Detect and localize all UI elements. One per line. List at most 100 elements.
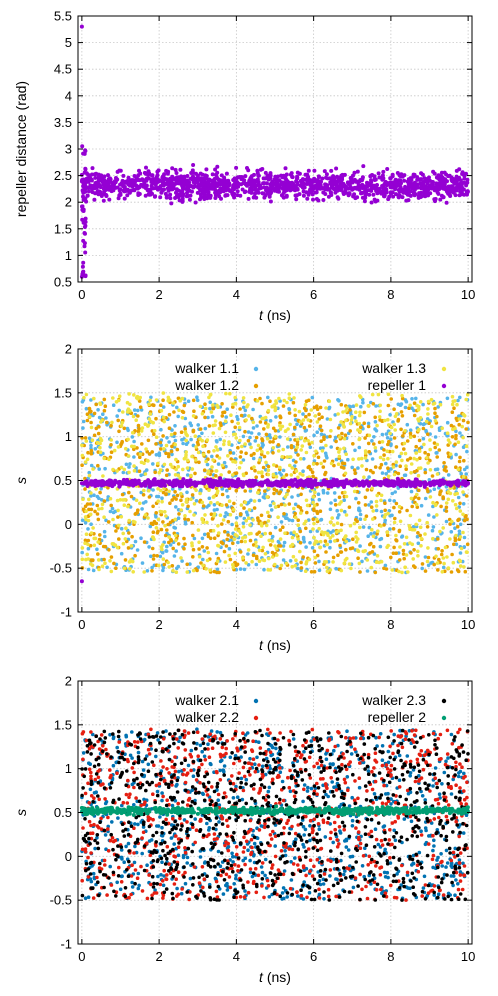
data-point	[126, 175, 131, 180]
legend-label: walker 1.1	[174, 360, 239, 376]
data-point	[453, 538, 458, 542]
data-point	[354, 535, 358, 539]
data-point	[442, 181, 446, 186]
data-point	[312, 569, 317, 574]
legend-label: walker 1.2	[174, 377, 239, 393]
data-point	[112, 561, 116, 566]
data-point	[123, 188, 127, 193]
data-point	[335, 508, 340, 513]
data-point	[238, 567, 243, 571]
data-point	[461, 502, 466, 506]
data-point	[301, 412, 305, 416]
data-point	[378, 466, 382, 470]
data-point	[405, 439, 410, 443]
data-point	[399, 402, 404, 406]
data-point	[107, 184, 112, 189]
data-point	[325, 183, 330, 188]
data-point	[133, 478, 137, 483]
data-point	[224, 415, 228, 419]
data-point	[106, 497, 110, 502]
data-point	[280, 424, 285, 429]
data-point	[82, 395, 86, 400]
data-point	[284, 561, 289, 566]
data-point	[226, 483, 231, 488]
data-point	[247, 508, 252, 512]
data-point	[463, 482, 468, 487]
data-point	[454, 429, 458, 434]
data-point	[328, 520, 333, 525]
data-point	[285, 492, 289, 497]
data-point	[250, 416, 254, 421]
data-point	[164, 451, 168, 456]
data-point	[208, 195, 213, 200]
data-point	[281, 447, 286, 452]
data-point	[210, 179, 215, 184]
data-point	[139, 182, 144, 187]
data-point	[231, 405, 235, 409]
data-point	[174, 505, 178, 509]
data-point	[271, 446, 276, 450]
data-point	[215, 439, 219, 444]
data-point	[239, 182, 244, 187]
data-point	[416, 554, 420, 558]
data-point	[89, 398, 93, 402]
data-point	[102, 529, 107, 534]
data-point	[197, 554, 202, 559]
data-point	[213, 419, 218, 423]
data-point	[153, 470, 157, 475]
data-point	[355, 169, 360, 174]
legend-marker	[253, 366, 259, 372]
data-point	[315, 517, 319, 522]
data-point	[194, 499, 199, 503]
data-marks	[79, 24, 470, 279]
data-point	[218, 481, 223, 486]
y-tick-label: 3.5	[54, 115, 72, 130]
data-point	[357, 457, 361, 461]
data-point	[122, 566, 127, 571]
data-point	[176, 542, 181, 546]
data-point	[80, 518, 85, 523]
data-point	[404, 464, 408, 468]
data-point	[176, 194, 181, 199]
data-point	[127, 560, 132, 564]
data-point	[461, 530, 465, 535]
data-point	[252, 499, 257, 503]
data-point	[173, 442, 177, 447]
data-point	[296, 566, 300, 571]
data-point	[339, 568, 344, 573]
data-point	[185, 466, 190, 470]
data-point	[407, 524, 412, 528]
data-point	[324, 175, 328, 180]
data-point	[350, 415, 354, 419]
data-point	[186, 399, 191, 404]
data-point	[362, 475, 366, 480]
data-point	[328, 417, 333, 422]
data-point	[308, 482, 313, 487]
data-point	[304, 399, 309, 404]
data-point	[371, 534, 376, 539]
data-point	[236, 417, 240, 422]
data-point	[107, 548, 111, 552]
data-point	[241, 556, 245, 560]
data-point	[163, 533, 168, 538]
data-point	[373, 427, 377, 431]
data-point	[116, 523, 121, 528]
data-point	[301, 418, 306, 422]
data-point	[409, 489, 414, 494]
data-point	[315, 178, 320, 183]
data-point	[149, 419, 153, 424]
data-point	[139, 490, 143, 495]
data-point	[258, 184, 263, 189]
data-point	[444, 172, 449, 177]
data-point	[95, 512, 100, 516]
data-point	[290, 479, 295, 484]
data-point	[252, 172, 256, 177]
data-point	[242, 567, 247, 572]
data-point	[283, 183, 288, 188]
data-point	[115, 545, 120, 550]
data-point	[222, 460, 227, 465]
data-point	[119, 465, 124, 470]
data-point	[384, 461, 388, 466]
data-point	[131, 414, 136, 419]
data-point	[192, 536, 197, 541]
